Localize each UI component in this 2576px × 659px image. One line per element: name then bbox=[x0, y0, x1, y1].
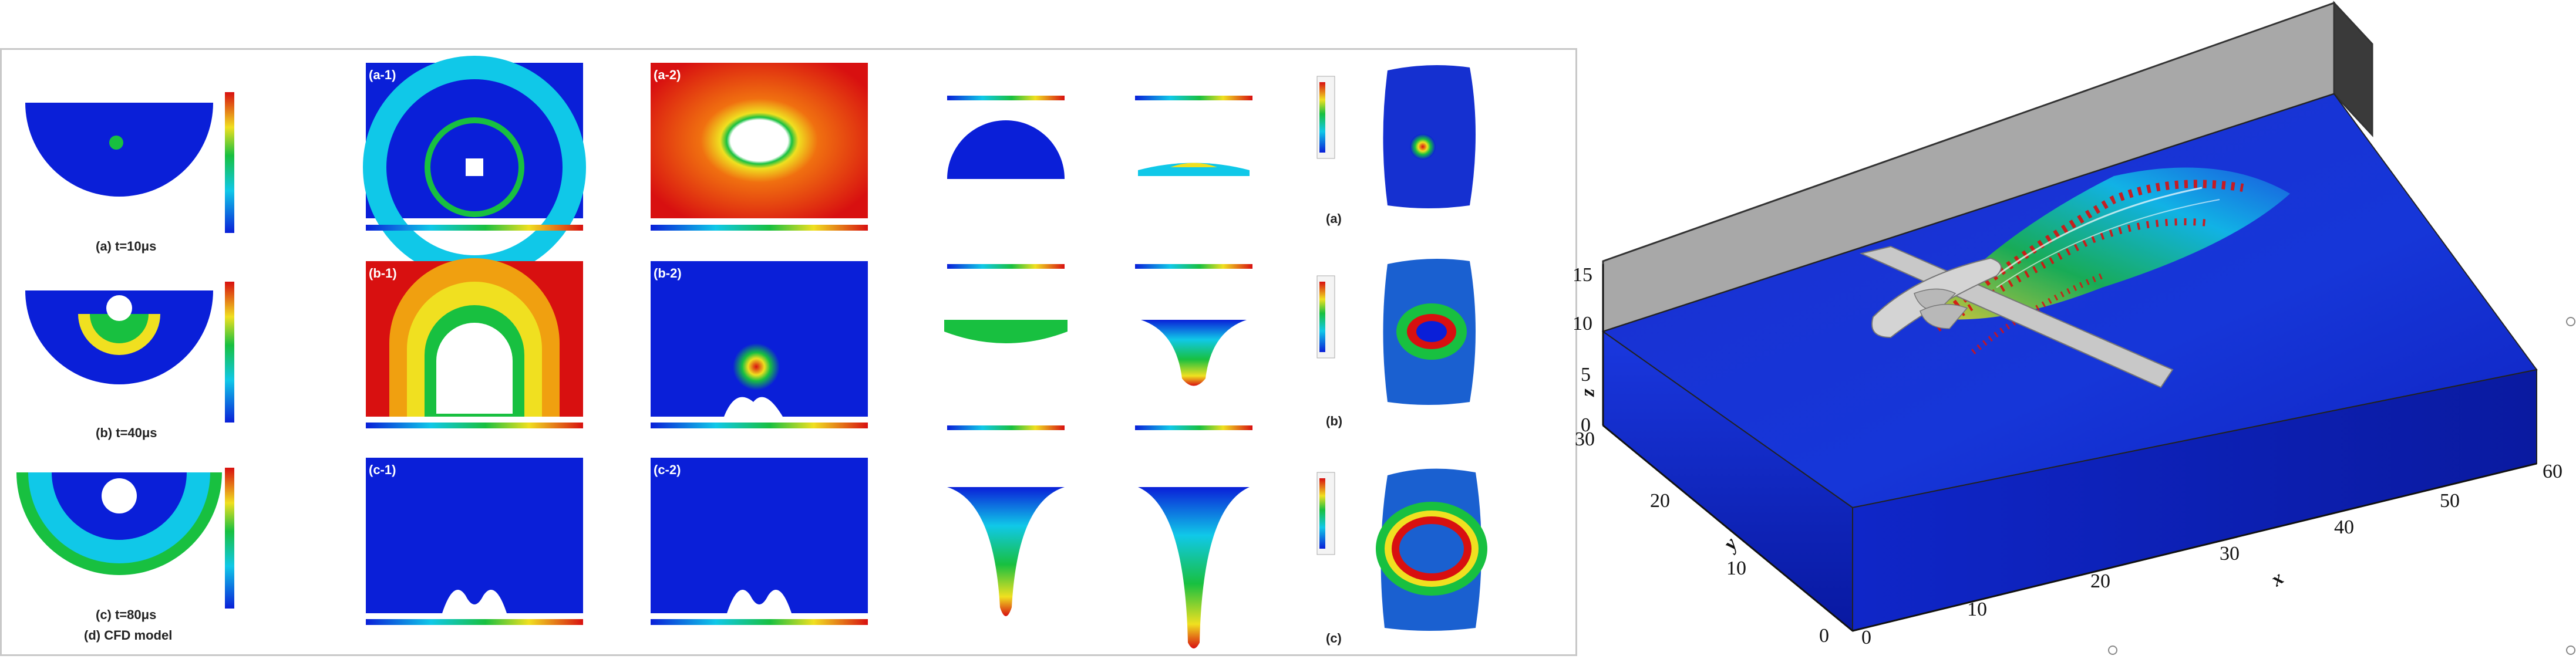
panel-label-a1: (a-1) bbox=[369, 67, 396, 82]
panel-label-b1: (b-1) bbox=[369, 266, 397, 281]
simulation-composite-figure: (a) t=10μs (b) t=40μs (c) t=80μs (d) CFD… bbox=[0, 48, 1577, 656]
panel-label-c1: (c-1) bbox=[369, 462, 396, 477]
row-label-b: (b) t=40μs bbox=[96, 425, 157, 440]
x-tick-40: 40 bbox=[2334, 516, 2354, 538]
panel-label-c2: (c-2) bbox=[654, 462, 681, 477]
small-label-c: (c) bbox=[1326, 631, 1342, 646]
x-tick-60: 60 bbox=[2543, 461, 2562, 482]
resize-handle-right[interactable] bbox=[2566, 317, 2575, 326]
y-tick-20: 20 bbox=[1650, 490, 1670, 512]
x-tick-20: 20 bbox=[2090, 570, 2110, 592]
z-axis-label: z bbox=[1577, 388, 1599, 397]
small-label-b: (b) bbox=[1326, 414, 1343, 428]
y-tick-0: 0 bbox=[1819, 625, 1829, 647]
panel-label-a2: (a-2) bbox=[654, 67, 681, 82]
aircraft-ditching-3d-figure: 0 5 10 15 z 30 20 10 0 y 0 10 20 30 40 5… bbox=[1572, 0, 2576, 656]
ditching-scene-svg bbox=[1601, 1, 2538, 633]
resize-handle-bottom[interactable] bbox=[2108, 646, 2117, 655]
resize-handle-bottom-right[interactable] bbox=[2566, 646, 2575, 655]
x-tick-10: 10 bbox=[1967, 599, 1987, 620]
z-tick-0: 0 bbox=[1581, 414, 1591, 436]
row-label-a: (a) t=10μs bbox=[96, 239, 157, 254]
y-tick-30: 30 bbox=[1575, 428, 1595, 450]
x-tick-50: 50 bbox=[2440, 490, 2460, 512]
z-tick-10: 10 bbox=[1572, 313, 1592, 334]
row-label-c: (c) t=80μs bbox=[96, 607, 157, 622]
x-tick-0: 0 bbox=[1861, 627, 1871, 648]
figure-caption: (d) CFD model bbox=[84, 628, 173, 643]
z-tick-15: 15 bbox=[1572, 264, 1592, 286]
y-tick-10: 10 bbox=[1726, 557, 1746, 579]
panel-label-b2: (b-2) bbox=[654, 266, 682, 281]
z-tick-5: 5 bbox=[1581, 364, 1591, 386]
x-tick-30: 30 bbox=[2220, 543, 2240, 565]
simulation-panels-svg bbox=[16, 56, 1487, 648]
small-label-a: (a) bbox=[1326, 211, 1342, 226]
